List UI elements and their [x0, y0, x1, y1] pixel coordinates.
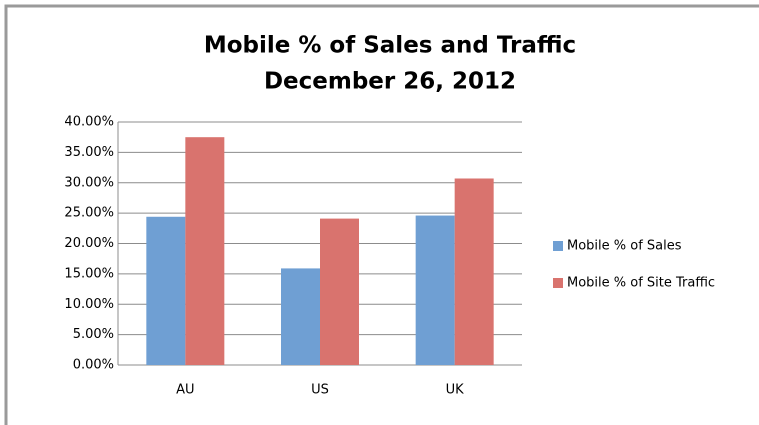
bar	[320, 218, 359, 365]
y-tick-label: 20.00%	[64, 236, 114, 251]
y-tick-label: 30.00%	[64, 175, 114, 190]
y-tick-label: 15.00%	[64, 266, 114, 281]
x-tick-label: US	[311, 383, 329, 398]
y-tick-label: 0.00%	[73, 358, 114, 373]
chart-title: Mobile % of Sales and Traffic	[204, 33, 576, 59]
y-tick-label: 25.00%	[64, 206, 114, 221]
bar	[415, 215, 455, 365]
y-tick-label: 35.00%	[64, 145, 114, 160]
bar	[185, 137, 225, 365]
legend-label: Mobile % of Site Traffic	[567, 276, 715, 291]
legend-swatch	[553, 278, 563, 288]
bar	[454, 178, 494, 365]
y-tick-label: 40.00%	[64, 115, 114, 130]
x-tick-label: AU	[176, 383, 194, 398]
legend-swatch	[553, 241, 563, 251]
frame	[4, 4, 759, 425]
y-tick-label: 10.00%	[64, 297, 114, 312]
bar	[281, 268, 320, 365]
x-tick-label: UK	[446, 383, 465, 398]
chart-subtitle: December 26, 2012	[264, 69, 516, 95]
legend-label: Mobile % of Sales	[567, 239, 682, 254]
y-tick-label: 5.00%	[73, 327, 114, 342]
bar	[146, 216, 186, 365]
